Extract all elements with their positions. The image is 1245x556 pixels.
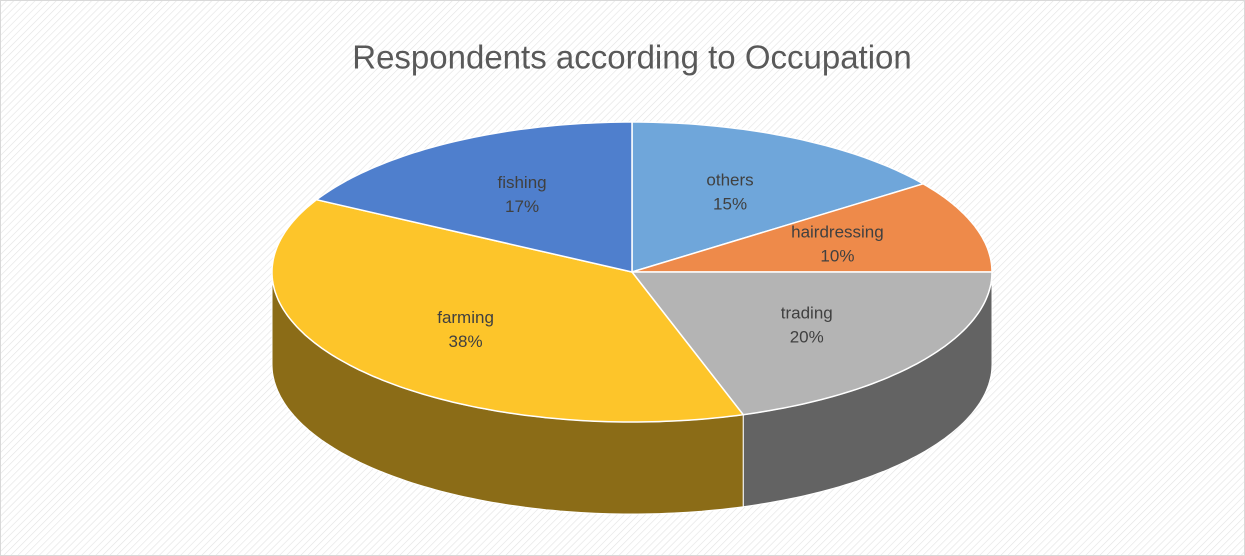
slice xyxy=(630,271,993,416)
slice xyxy=(631,121,926,274)
data-label-name: fishing xyxy=(497,173,546,192)
data-label-value: 15% xyxy=(713,194,747,213)
data-label-name: others xyxy=(706,170,753,189)
data-label-value: 38% xyxy=(449,332,483,351)
slice xyxy=(631,182,993,273)
chart-title: Respondents according to Occupation xyxy=(352,39,912,76)
data-label-name: trading xyxy=(781,303,833,322)
data-label-value: 10% xyxy=(820,247,854,266)
data-label-name: farming xyxy=(437,308,494,327)
data-label-name: hairdressing xyxy=(791,223,884,242)
slice xyxy=(271,198,745,423)
slice xyxy=(314,121,633,273)
data-label-value: 20% xyxy=(790,327,824,346)
data-label-value: 17% xyxy=(505,197,539,216)
